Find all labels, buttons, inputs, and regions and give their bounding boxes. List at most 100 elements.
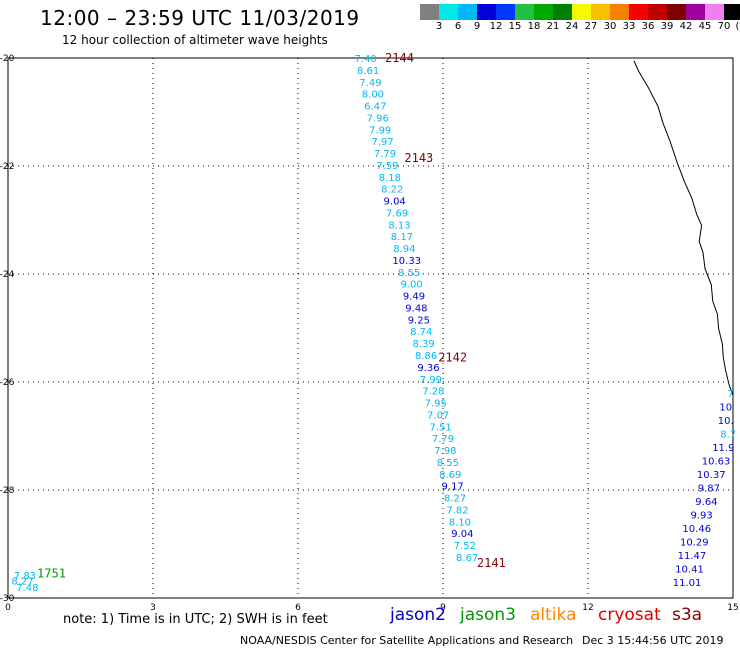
swh-value: 7.79: [432, 434, 454, 445]
swh-value: 8.67: [456, 553, 478, 564]
mission-jason2: jason2: [390, 605, 446, 625]
swh-value: 8.18: [379, 173, 401, 184]
coastline: [633, 60, 734, 396]
color-scale-label: 18: [527, 21, 541, 32]
x-tick-label: 0: [5, 603, 11, 613]
swh-value: 7.96: [367, 113, 389, 124]
swh-value: 8.39: [413, 339, 435, 350]
swh-value: 10.33: [392, 256, 421, 267]
pass-number-label: 2144: [385, 51, 414, 65]
pass-number-label: 2141: [477, 556, 506, 570]
swh-value: 8.13: [388, 220, 410, 231]
color-scale-label: 12: [489, 21, 503, 32]
color-scale-label: 6: [454, 21, 462, 32]
swh-value: 9.17: [442, 482, 464, 493]
swh-value: 9.93: [690, 510, 712, 521]
swh-value: 7.48: [16, 583, 38, 594]
color-scale-label: 39: [660, 21, 674, 32]
color-scale-label: 27: [584, 21, 598, 32]
color-scale-label: 30: [603, 21, 617, 32]
y-tick-label: -30: [0, 594, 15, 604]
swh-value: 10: [719, 402, 732, 413]
color-scale-swatch: [591, 4, 610, 20]
swh-value: 8.22: [381, 185, 403, 196]
footer-credit: NOAA/NESDIS Center for Satellite Applica…: [240, 634, 574, 647]
color-scale-label: 42: [679, 21, 693, 32]
mission-s3a: s3a: [672, 605, 703, 625]
color-scale-swatch: [458, 4, 477, 20]
swh-value: 10.63: [702, 456, 731, 467]
swh-value: 7.99: [369, 125, 391, 136]
swh-value: 8.69: [439, 470, 461, 481]
x-tick-label: 6: [295, 603, 301, 613]
swh-value: 9.48: [405, 303, 427, 314]
swh-value: 11.47: [678, 551, 707, 562]
color-scale-swatch: [667, 4, 686, 20]
page-title: 12:00 – 23:59 UTC 11/03/2019: [40, 6, 360, 30]
swh-value: 7.99: [420, 375, 442, 386]
swh-value: 8.55: [437, 458, 459, 469]
x-tick-label: 15: [727, 603, 738, 613]
color-scale-swatch: [686, 4, 705, 20]
pass-number-label: 2143: [404, 151, 433, 165]
swh-value: 8.7: [720, 429, 736, 440]
swh-value: 9.25: [408, 315, 430, 326]
color-scale-bar: [420, 4, 740, 20]
color-scale-label: 36: [641, 21, 655, 32]
swh-value: 10.46: [682, 524, 711, 535]
swh-value: 7.79: [374, 149, 396, 160]
swh-value: 8.00: [362, 90, 384, 101]
swh-value: 8.86: [415, 351, 437, 362]
pass-label-layer: 2144 2143 2142 2141 1751: [37, 51, 506, 581]
y-tick-label: -24: [0, 270, 15, 280]
grid-layer: [7, 57, 734, 599]
swh-value: 9.04: [384, 197, 406, 208]
color-scale-swatch: [515, 4, 534, 20]
color-scale-label: 45: [698, 21, 712, 32]
pass-number-label: 1751: [37, 567, 66, 581]
swh-value: 9.87: [698, 483, 720, 494]
mission-cryosat: cryosat: [598, 605, 661, 625]
x-tick-label: 3: [150, 603, 156, 613]
swh-value: 8.27: [444, 494, 466, 505]
color-scale-swatch: [553, 4, 572, 20]
swh-value: 11.9: [712, 443, 734, 454]
color-scale-swatch: [572, 4, 591, 20]
color-scale-label: (ft): [735, 21, 740, 32]
swh-value: 8.27: [11, 577, 33, 588]
swh-value: 8.55: [398, 268, 420, 279]
pass-number-label: 2142: [438, 351, 467, 365]
color-scale-swatch: [534, 4, 553, 20]
swh-value: 8.61: [357, 66, 379, 77]
swh-value: 7.95: [425, 399, 447, 410]
color-scale-swatch: [629, 4, 648, 20]
swh-value: 9.00: [400, 280, 422, 291]
coastline-layer: [633, 60, 734, 396]
swh-value: 7.40: [355, 54, 377, 65]
swh-value: 7.98: [434, 446, 456, 457]
swh-value: 10.: [718, 416, 734, 427]
swh-value: 7.83: [14, 571, 36, 582]
color-scale-label: 33: [622, 21, 636, 32]
swh-value: 7.49: [359, 78, 381, 89]
swh-value: 8.17: [391, 232, 413, 243]
x-tick-label: 12: [582, 603, 593, 613]
color-scale-label: 9: [473, 21, 481, 32]
y-tick-label: -20: [0, 54, 15, 64]
data-point-layer: 7.408.617.498.006.477.967.997.977.797.59…: [11, 54, 736, 594]
color-scale-label: 21: [546, 21, 560, 32]
mission-jason3: jason3: [460, 605, 516, 625]
swh-value: 9.49: [403, 292, 425, 303]
y-tick-label: -22: [0, 162, 14, 172]
swh-value: 7: [727, 389, 733, 400]
swh-value: 11.01: [673, 578, 702, 589]
tick-layer: 0 3 6 9 12 15 -20 -22 -24 -26 -28 -30: [0, 54, 739, 613]
x-tick-label: 9: [440, 603, 446, 613]
color-scale-swatch: [477, 4, 496, 20]
y-tick-label: -26: [0, 378, 15, 388]
color-scale-swatch: [648, 4, 667, 20]
swh-value: 8.10: [449, 517, 471, 528]
color-scale-swatch: [496, 4, 515, 20]
color-scale-label: 70: [717, 21, 731, 32]
